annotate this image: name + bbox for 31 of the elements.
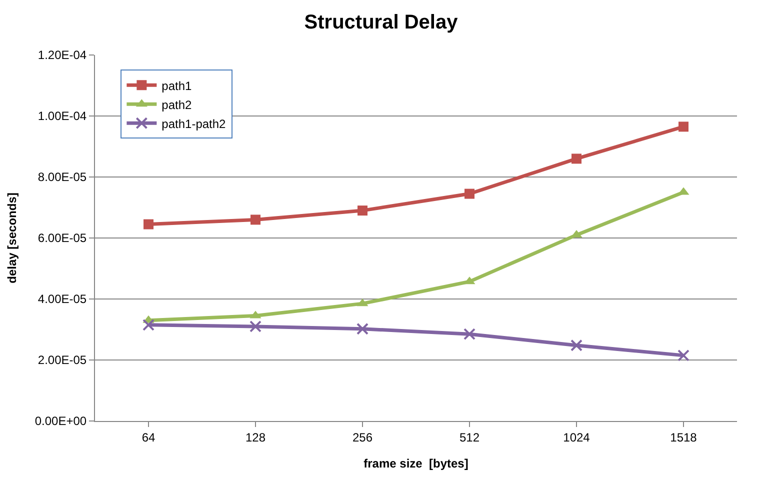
y-tick-label: 1.00E-04 — [38, 109, 87, 124]
x-tick-label: 256 — [352, 430, 373, 444]
x-tick-label: 64 — [142, 430, 156, 444]
point — [356, 322, 368, 335]
point — [142, 318, 154, 331]
y-tick-label: 6.00E-05 — [38, 231, 87, 246]
point — [144, 219, 154, 230]
x-axis-title: frame size [bytes] — [364, 456, 468, 470]
point — [358, 206, 368, 216]
x-tick-label: 128 — [245, 430, 266, 444]
legend-label: path2 — [162, 98, 192, 112]
y-tick-label: 8.00E-05 — [38, 170, 87, 184]
x-tick-label: 1024 — [563, 430, 590, 444]
y-tick-label: 2.00E-05 — [38, 353, 87, 368]
chart-title: Structural Delay — [304, 12, 459, 34]
point — [464, 328, 476, 340]
y-tick-label: 4.00E-05 — [38, 292, 87, 306]
x-tick-label: 512 — [459, 430, 480, 444]
legend-label: path1 — [162, 78, 192, 93]
point — [678, 122, 688, 132]
x-tick-label: 1518 — [670, 430, 698, 444]
y-tick-label: 1.20E-04 — [38, 48, 87, 62]
point — [678, 349, 690, 362]
point — [572, 154, 582, 164]
point — [464, 188, 474, 199]
legend-label: path1-path2 — [162, 116, 226, 131]
point — [250, 320, 262, 332]
y-axis-title: delay [seconds] — [5, 192, 20, 284]
point — [570, 339, 582, 352]
point — [250, 214, 260, 225]
y-tick-label: 0.00E+00 — [34, 414, 87, 428]
